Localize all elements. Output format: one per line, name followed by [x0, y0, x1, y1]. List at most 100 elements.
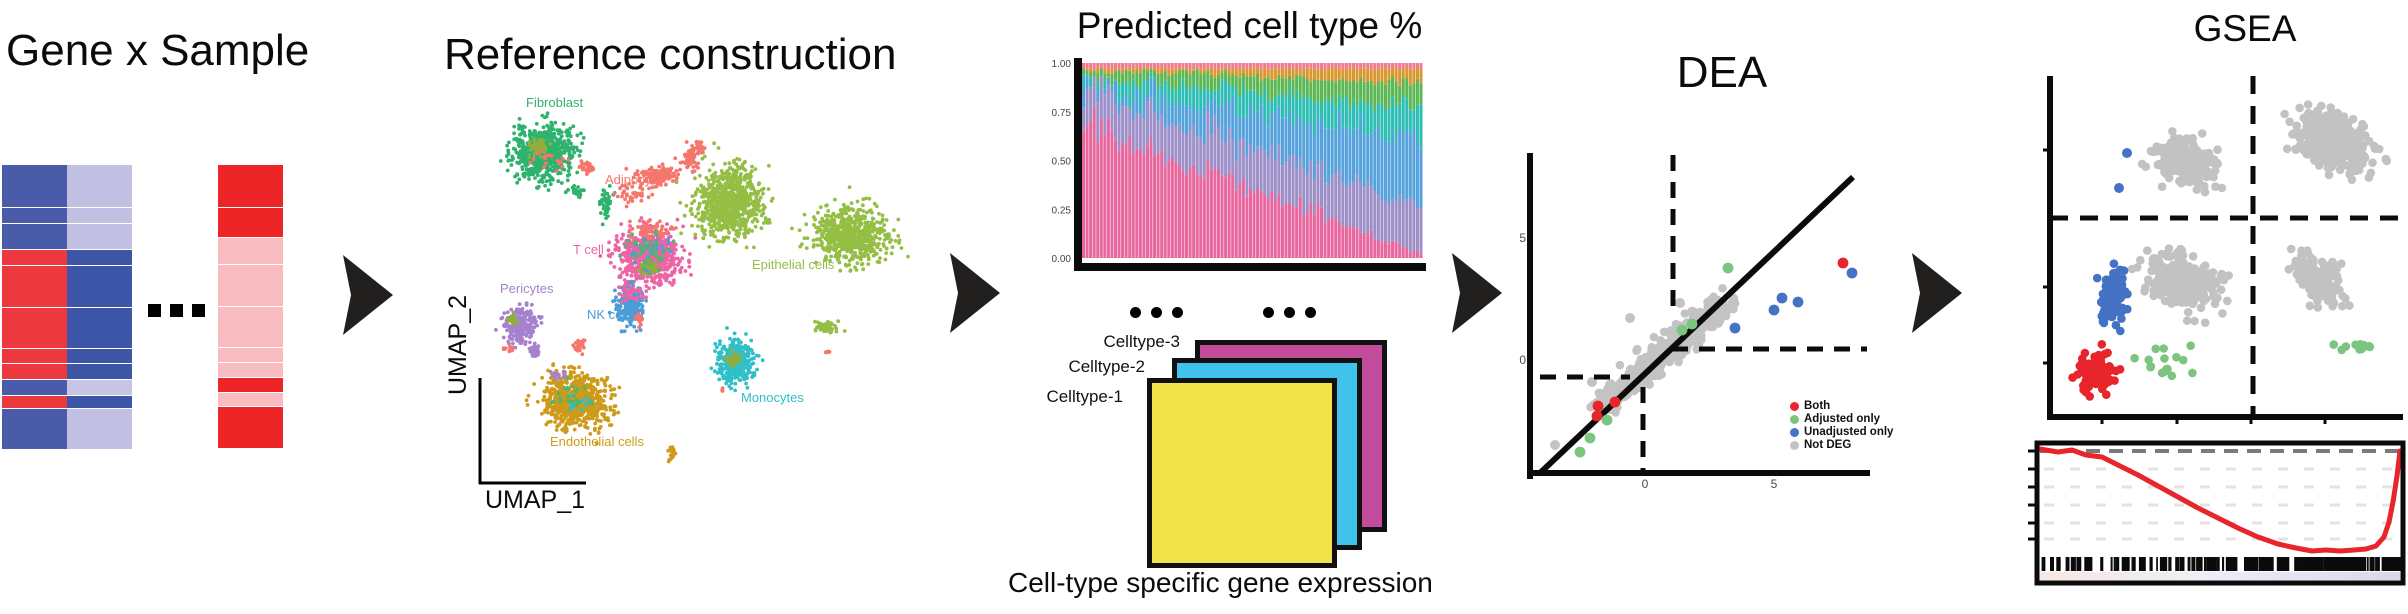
cluster-adipocyte-scatter	[612, 180, 658, 209]
heatmap-row	[218, 362, 283, 377]
cluster-adipocyte	[624, 162, 682, 191]
dea-x-tick-0: 0	[1641, 477, 1649, 491]
heatmap-row	[218, 377, 283, 392]
gsea-blue-points	[2114, 148, 2132, 193]
panel-title-predicted-cell-type: Predicted cell type %	[1076, 5, 1423, 46]
heatmap-cell	[2, 396, 67, 408]
cluster-bottom-left-grey	[2127, 244, 2233, 328]
bar-y-tick-label: 0.50	[1052, 157, 1072, 168]
celltype-square-1	[1147, 378, 1337, 568]
gene-sample-heatmap-right	[218, 165, 283, 448]
legend-label: Unadjusted only	[1804, 426, 1894, 438]
legend-item-unadjusted-only: Unadjusted only	[1790, 426, 1893, 438]
cluster-endothelial	[524, 362, 622, 446]
cluster-mono-salmon-dot	[720, 386, 725, 393]
umap-cluster-label: Fibroblast	[526, 95, 584, 110]
cluster-fibroblast-olive	[527, 137, 553, 160]
gene-sample-heatmap-left	[2, 165, 132, 449]
heatmap-cell	[67, 250, 132, 265]
umap-y-axis-label: UMAP_2	[444, 294, 472, 396]
heatmap-cell	[218, 307, 283, 347]
cluster-fibro-trail	[563, 184, 586, 200]
heatmap-cell	[218, 378, 283, 392]
dot-icon	[170, 304, 183, 317]
enrichment-rank-gradient	[2040, 572, 2400, 580]
legend-label: Not DEG	[1804, 439, 1852, 451]
gsea-enrichment-plot-svg	[2028, 440, 2406, 586]
cluster-green-strand	[597, 184, 617, 227]
heatmap-row	[2, 379, 132, 395]
bar-y-axis	[1074, 58, 1082, 271]
heatmap-row	[218, 165, 283, 207]
heatmap-cell	[67, 409, 132, 449]
heatmap-cell	[67, 396, 132, 408]
heatmap-cell	[218, 393, 283, 406]
legend-dot-icon	[1790, 427, 1799, 437]
bar-y-tick-label: 0.25	[1052, 205, 1072, 216]
cluster-pericytes-olive	[505, 310, 519, 326]
legend-item-both: Both	[1790, 400, 1893, 412]
dot-icon	[1151, 307, 1162, 318]
flow-arrow-icon	[1452, 253, 1502, 333]
enrichment-plot-border	[2034, 440, 2406, 586]
heatmap-row	[2, 307, 132, 348]
dea-axes	[1527, 153, 1870, 479]
heatmap-cell	[2, 266, 67, 307]
legend-item-not-deg: Not DEG	[1790, 439, 1893, 451]
legend-label: Adjusted only	[1804, 413, 1881, 425]
panel-title-gene-x-sample: Gene x Sample	[6, 26, 310, 75]
umap-cluster-label: NK cells	[587, 307, 635, 322]
dea-points-both	[1591, 257, 1849, 422]
cluster-salmon-blob	[571, 338, 587, 357]
cluster-top-left-grey	[2137, 127, 2227, 197]
dot-icon	[148, 304, 161, 317]
heatmap-cell	[2, 208, 67, 223]
heatmap-cell	[218, 348, 283, 362]
cluster-nk-pink-mix	[617, 281, 646, 304]
heatmap-row	[2, 395, 132, 408]
heatmap-row	[2, 265, 132, 307]
cluster-endo-teal-mix	[568, 393, 591, 412]
heatmap-cell	[2, 409, 67, 449]
heatmap-cell	[218, 208, 283, 237]
dot-icon	[192, 304, 205, 317]
heatmap-cell	[218, 165, 283, 207]
dot-icon	[1130, 307, 1141, 318]
heatmap-row	[2, 223, 132, 249]
cluster-fibroblast-salmon-mix	[528, 149, 571, 173]
heatmap-cell	[218, 265, 283, 306]
cluster-tcell-green-mix	[618, 229, 676, 272]
bar-y-tick-label: 0.00	[1052, 254, 1072, 265]
legend-dot-icon	[1790, 401, 1799, 411]
heatmap-cell	[2, 224, 67, 249]
cluster-epithelial-salmon-dot	[823, 349, 832, 355]
umap-plot: Fibroblast Adipocyte T cell Epithelial c…	[400, 80, 960, 520]
heatmap-cell	[218, 363, 283, 377]
heatmap-cell	[2, 165, 67, 207]
bar-y-tick-label: 0.75	[1052, 108, 1072, 119]
legend-item-adjusted-only: Adjusted only	[1790, 413, 1893, 425]
legend-label: Both	[1804, 400, 1831, 412]
heatmap-cell	[67, 349, 132, 363]
heatmap-cell	[2, 308, 67, 348]
umap-axes	[478, 378, 586, 485]
umap-x-axis-label: UMAP_1	[484, 486, 586, 514]
heatmap-cell	[67, 380, 132, 395]
cluster-bottom-left-green	[2130, 341, 2197, 381]
heatmap-row	[2, 249, 132, 265]
dot-icon	[1172, 307, 1183, 318]
ellipsis-dots-celltypes	[1263, 307, 1316, 318]
stacked-bar-chart-svg: 1.00 0.75 0.50 0.25 0.00	[1052, 58, 1426, 271]
cluster-pericytes-salmon	[501, 344, 515, 354]
umap-cluster-label: Endothelial cells	[550, 434, 644, 449]
heatmap-row	[218, 207, 283, 237]
ellipsis-dots-celltypes	[1130, 307, 1183, 318]
dea-x-tick-5: 5	[1770, 477, 1778, 491]
heatmap-cell	[67, 364, 132, 379]
celltype-3-label: Celltype-3	[1103, 332, 1180, 351]
dot-icon	[1263, 307, 1274, 318]
heatmap-row	[218, 347, 283, 362]
heatmap-cell	[67, 224, 132, 249]
panel-title-gsea: GSEA	[2193, 8, 2297, 49]
cluster-epithelial-b	[790, 185, 910, 273]
